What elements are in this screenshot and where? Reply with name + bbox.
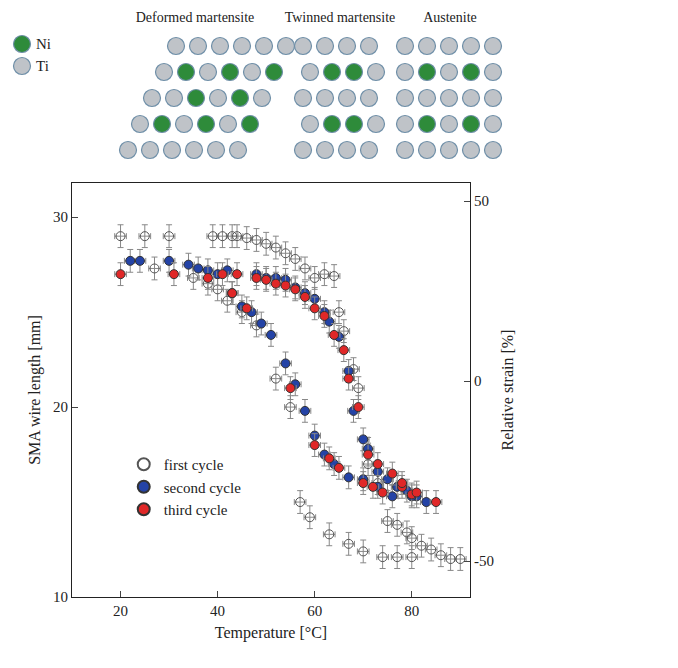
svg-text:second cycle: second cycle — [164, 480, 241, 496]
svg-text:third cycle: third cycle — [164, 502, 228, 518]
svg-text:Ti: Ti — [36, 58, 49, 74]
svg-text:20: 20 — [113, 603, 128, 619]
svg-text:Deformed martensite: Deformed martensite — [136, 10, 255, 25]
svg-text:first cycle: first cycle — [164, 457, 224, 473]
svg-text:SMA wire length [mm]: SMA wire length [mm] — [26, 315, 44, 465]
svg-text:60: 60 — [307, 603, 322, 619]
svg-text:0: 0 — [474, 373, 482, 389]
svg-text:10: 10 — [53, 589, 68, 605]
svg-text:Twinned martensite: Twinned martensite — [285, 10, 396, 25]
svg-text:30: 30 — [53, 209, 68, 225]
svg-text:Relative strain [%]: Relative strain [%] — [499, 330, 516, 451]
svg-text:Temperature [°C]: Temperature [°C] — [215, 624, 327, 642]
svg-text:-50: -50 — [474, 553, 494, 569]
svg-text:80: 80 — [404, 603, 419, 619]
svg-text:20: 20 — [53, 399, 68, 415]
svg-text:Austenite: Austenite — [423, 10, 477, 25]
svg-text:40: 40 — [210, 603, 225, 619]
svg-text:Ni: Ni — [36, 36, 51, 52]
svg-text:50: 50 — [474, 193, 489, 209]
